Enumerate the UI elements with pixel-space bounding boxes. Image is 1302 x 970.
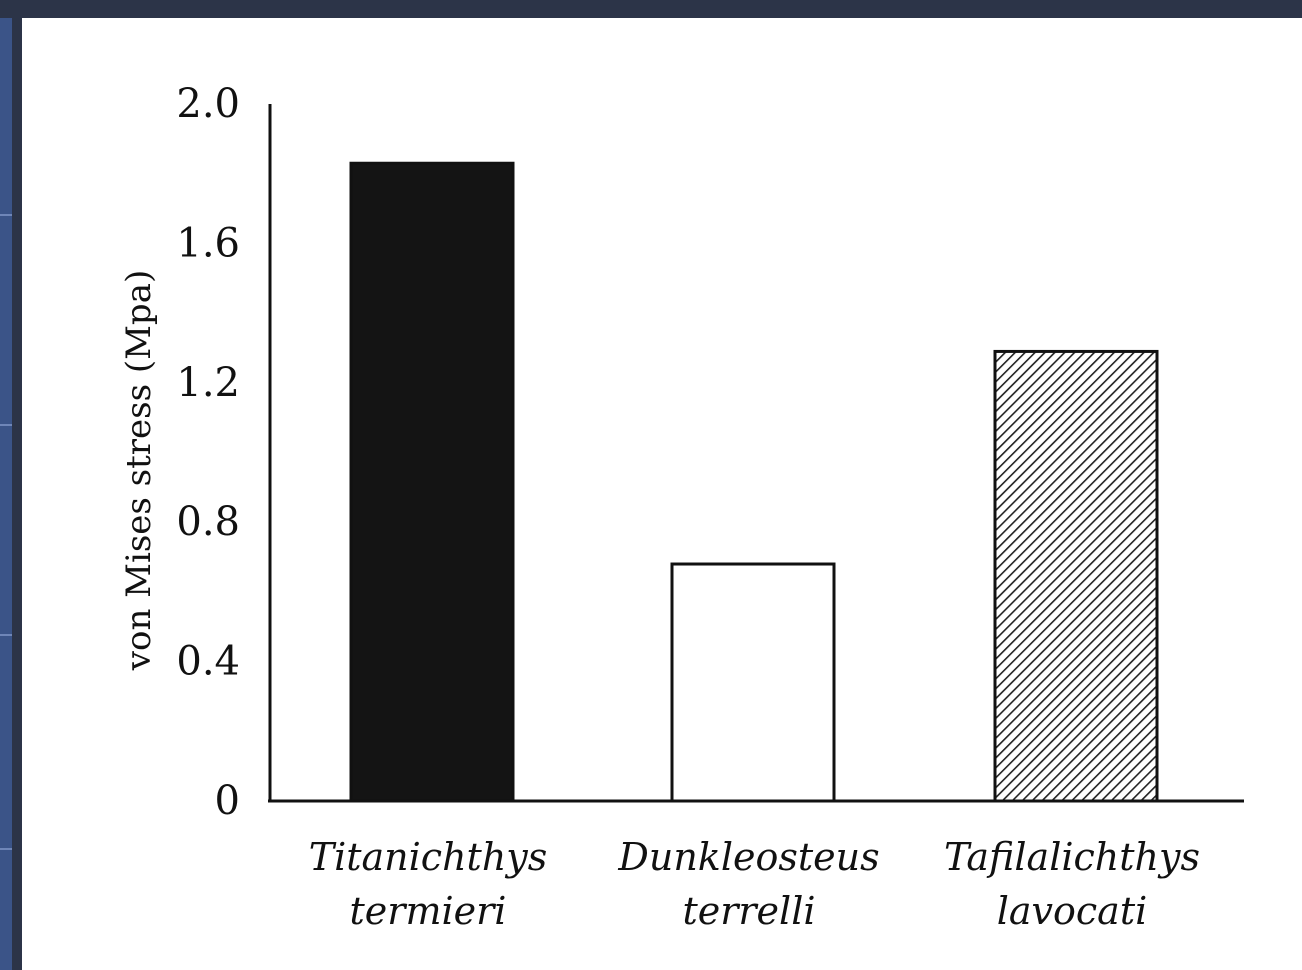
y-tick-label: 1.6 (176, 220, 240, 266)
category-labels: Titanichthys termieri Dunkleosteus terrelli… (309, 835, 1200, 933)
y-tick-label: 0.8 (176, 499, 240, 545)
chart-canvas: von Mises stress (Mpa) 0 0.4 0.8 1.2 1.6 2.0 … (22, 18, 1302, 970)
bar-dunkleosteus (670, 562, 836, 803)
bar-tafilalichthys (993, 349, 1159, 803)
bars (349, 161, 1159, 803)
y-tick-label: 1.2 (176, 360, 240, 406)
window-edge-mark (0, 214, 12, 216)
category-label-genus: Titanichthys (309, 835, 548, 879)
y-tick-label: 0.4 (176, 639, 240, 685)
bar-chart: von Mises stress (Mpa) 00.40.81.21.62.0 … (119, 81, 1244, 933)
y-tick-labels: 0 0.4 0.8 1.2 1.6 2.0 (176, 81, 240, 824)
background-window-edge (0, 18, 12, 970)
window-edge-mark (0, 634, 12, 636)
category-label-species: termieri (350, 889, 507, 933)
category-label-genus: Dunkleosteus (617, 835, 879, 879)
bar-titanichthys (349, 161, 515, 803)
y-tick-label: 0 (215, 778, 240, 824)
category-label-species: terrelli (682, 889, 815, 933)
y-tick-label: 2.0 (176, 81, 240, 127)
window-edge-mark (0, 848, 12, 850)
window-edge-mark (0, 424, 12, 426)
y-axis-title: von Mises stress (Mpa) (119, 270, 159, 671)
category-label-genus: Tafilalichthys (944, 835, 1200, 879)
category-label-species: lavocati (997, 889, 1148, 933)
